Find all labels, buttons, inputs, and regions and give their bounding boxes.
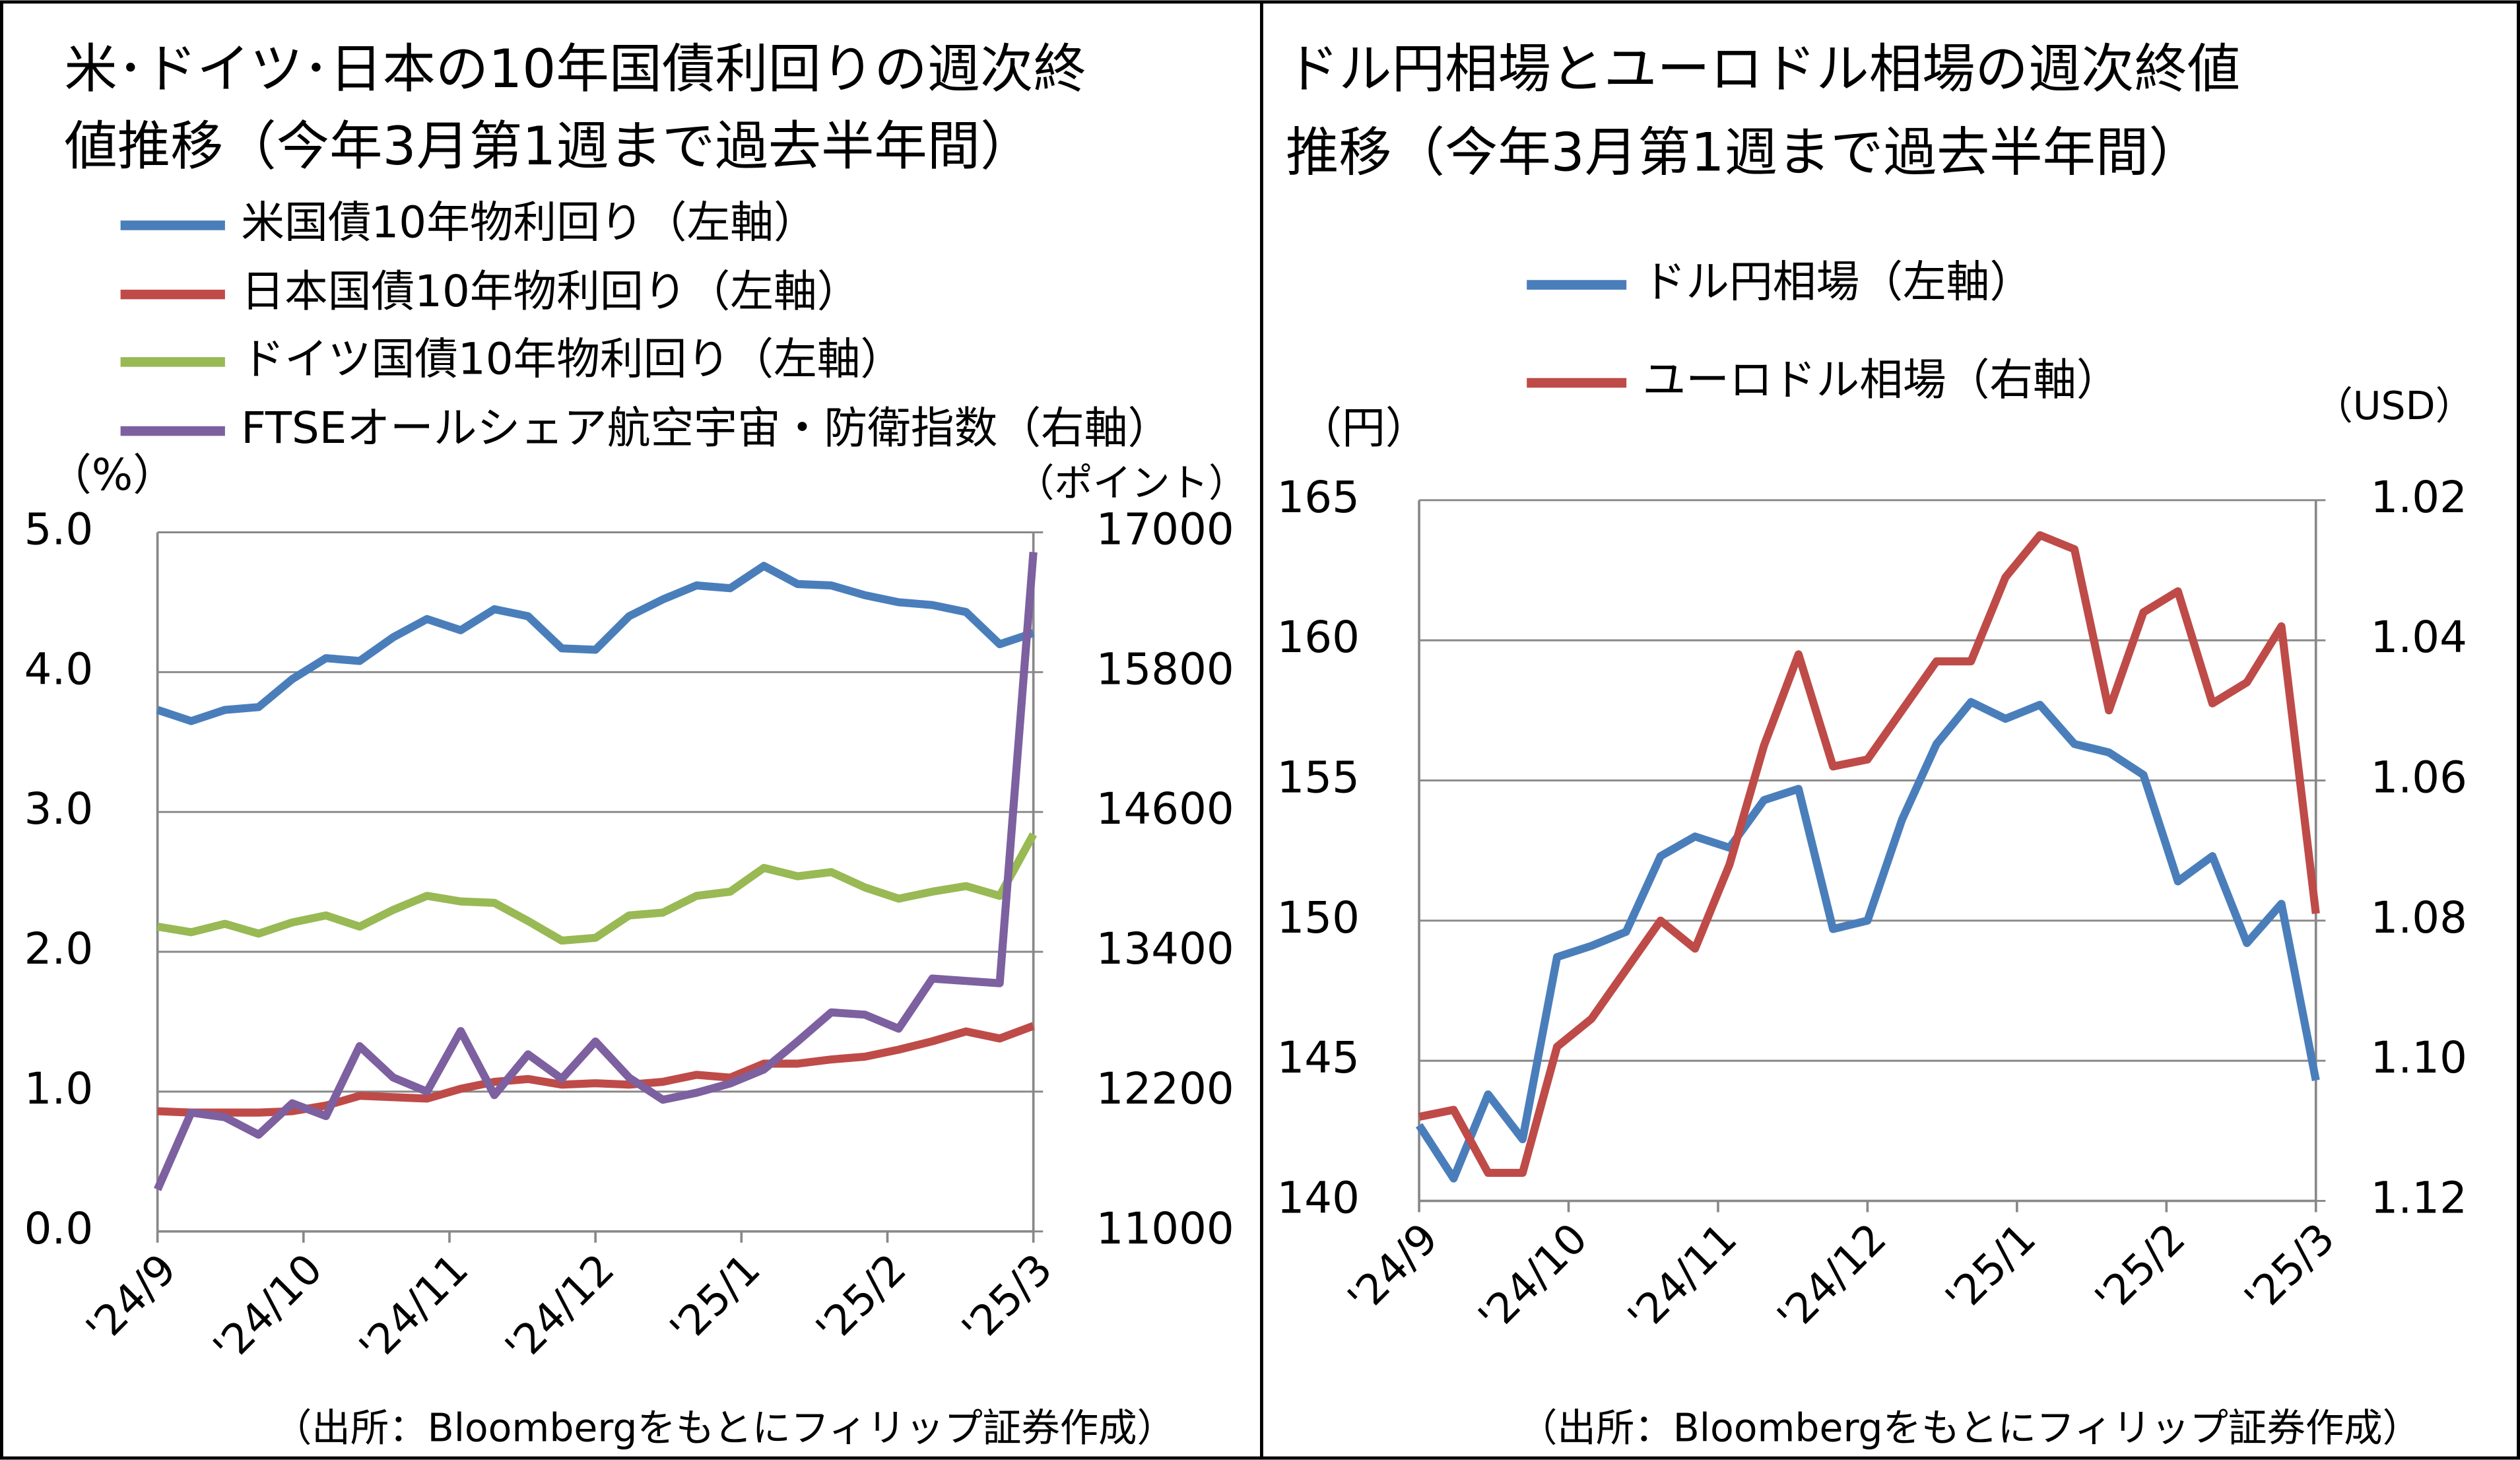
- y-tick-label: 4.0: [24, 644, 94, 694]
- y2-tick-label: 11000: [1096, 1203, 1234, 1254]
- y-tick-label: 3.0: [24, 783, 94, 834]
- y2-tick-label: 1.04: [2371, 612, 2467, 663]
- chart-title: 推移（今年3月第1週まで過去半年間）: [1286, 121, 2202, 183]
- y-tick-label: 150: [1277, 892, 1359, 943]
- y-tick-label: 2.0: [24, 923, 94, 974]
- y-tick-label: 5.0: [24, 504, 94, 555]
- source-note: （出所：Bloombergをもとにフィリップ証券作成）: [273, 1406, 1176, 1451]
- y2-tick-label: 1.02: [2371, 472, 2467, 523]
- y2-tick-label: 14600: [1096, 783, 1234, 834]
- y2-tick-label: 15800: [1096, 644, 1234, 694]
- chart-title: 米･ドイツ･日本の10年国債利回りの週次終: [64, 38, 1086, 100]
- y-tick-label: 165: [1277, 472, 1359, 523]
- y2-tick-label: 1.08: [2371, 892, 2467, 943]
- y-tick-label: 145: [1277, 1032, 1359, 1083]
- y2-tick-label: 12200: [1096, 1063, 1234, 1114]
- y2-tick-label: 1.12: [2371, 1173, 2467, 1224]
- y-tick-label: 0.0: [24, 1203, 94, 1254]
- y2-tick-label: 17000: [1096, 504, 1234, 555]
- legend-label: 日本国債10年物利回り（左軸）: [241, 266, 860, 317]
- chart-title: 値推移（今年3月第1週まで過去半年間）: [64, 115, 1033, 177]
- series-line: [156, 562, 1035, 725]
- y-axis-unit: （%）: [48, 449, 176, 500]
- legend-label: FTSEオールシェア航空宇宙・防衛指数（右軸）: [241, 403, 1171, 453]
- y-axis-unit: （円）: [1298, 403, 1428, 453]
- series-line: [154, 552, 1038, 1191]
- y2-tick-label: 1.10: [2371, 1032, 2467, 1083]
- legend-label: ドイツ国債10年物利回り（左軸）: [241, 333, 904, 384]
- y-tick-label: 160: [1277, 612, 1359, 663]
- source-note: （出所：Bloombergをもとにフィリップ証券作成）: [1519, 1406, 2421, 1451]
- y2-axis-unit: （ポイント）: [1016, 461, 1247, 506]
- y-tick-label: 140: [1277, 1173, 1359, 1224]
- y2-tick-label: 1.06: [2371, 752, 2467, 803]
- chart-title: ドル円相場とユーロドル相場の週次終値: [1286, 38, 2240, 100]
- series-line: [156, 832, 1038, 945]
- y2-axis-unit: （USD）: [2314, 383, 2474, 428]
- y-tick-label: 155: [1277, 752, 1359, 803]
- legend-label: ユーロドル相場（右軸）: [1643, 354, 2120, 405]
- legend-label: 米国債10年物利回り（左軸）: [241, 197, 816, 248]
- y2-tick-label: 13400: [1096, 923, 1234, 974]
- legend-label: ドル円相場（左軸）: [1643, 257, 2034, 308]
- y-tick-label: 1.0: [24, 1063, 94, 1114]
- series-line: [1418, 531, 2320, 1178]
- series-line: [1415, 698, 2320, 1183]
